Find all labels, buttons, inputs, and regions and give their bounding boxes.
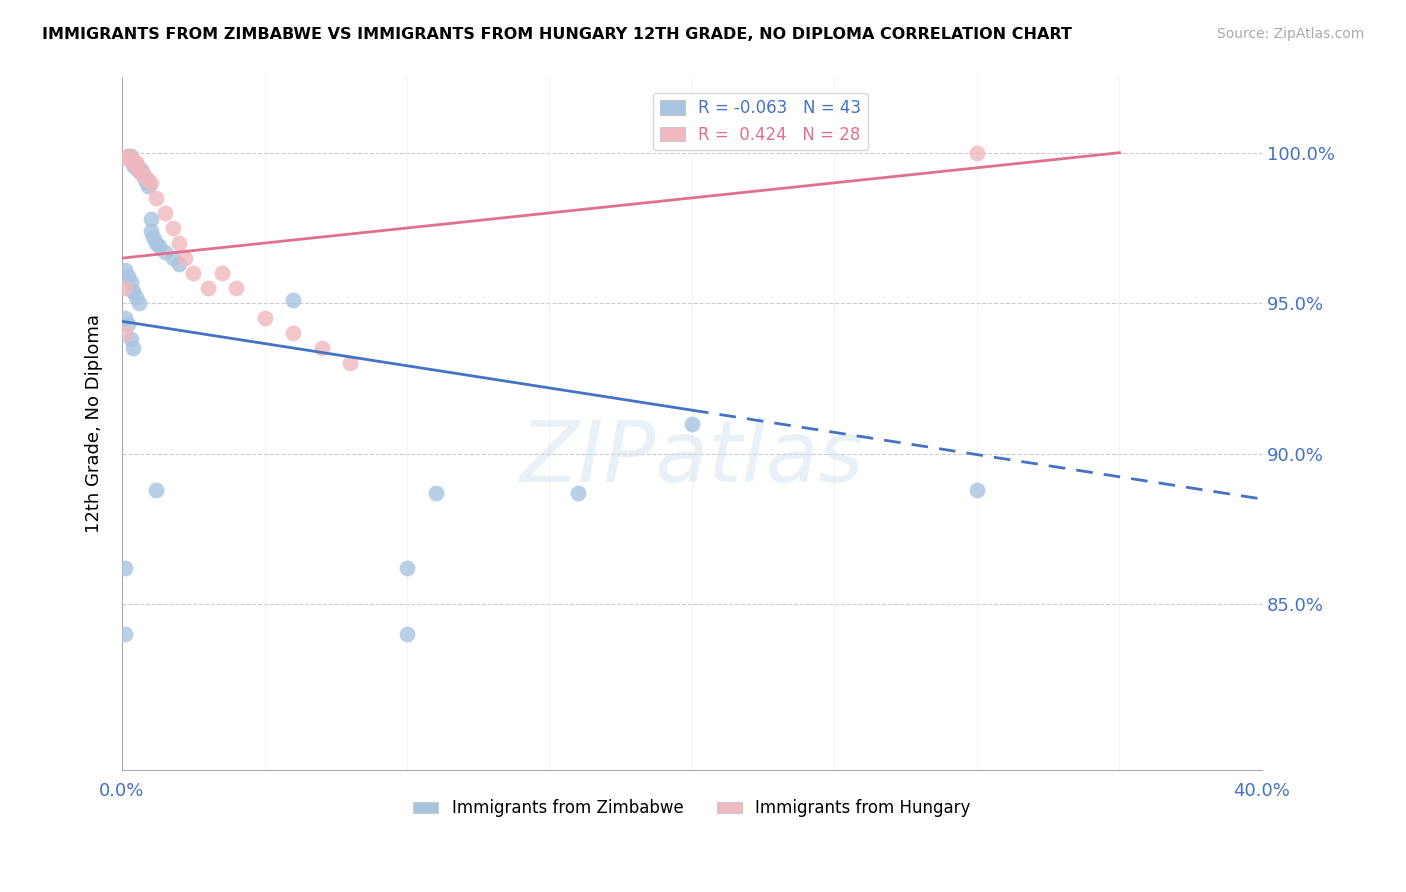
Point [134, 173, 156, 187]
Point [966, 145, 988, 160]
Text: ZIPatlas: ZIPatlas [520, 417, 865, 500]
Text: 0.0%: 0.0% [100, 782, 145, 800]
Point [120, 333, 142, 347]
Point [131, 163, 153, 178]
Point [122, 158, 145, 172]
Point [139, 224, 162, 238]
Point [139, 211, 162, 226]
Point [120, 152, 142, 166]
Legend: Immigrants from Zimbabwe, Immigrants from Hungary: Immigrants from Zimbabwe, Immigrants fro… [406, 793, 977, 824]
Point [117, 318, 139, 332]
Point [153, 206, 176, 220]
Point [966, 483, 988, 497]
Point [122, 342, 145, 356]
Point [128, 161, 150, 175]
Point [128, 161, 150, 175]
Text: Source: ZipAtlas.com: Source: ZipAtlas.com [1216, 27, 1364, 41]
Point [122, 154, 145, 169]
Point [128, 163, 150, 178]
Point [148, 239, 170, 253]
Point [567, 486, 589, 500]
Point [114, 311, 136, 326]
Point [211, 266, 233, 280]
Text: 40.0%: 40.0% [1233, 782, 1291, 800]
Point [225, 281, 247, 295]
Point [339, 357, 361, 371]
Point [122, 154, 145, 169]
Point [128, 163, 150, 178]
Point [145, 483, 167, 497]
Point [117, 269, 139, 284]
Y-axis label: 12th Grade, No Diploma: 12th Grade, No Diploma [86, 314, 103, 533]
Point [142, 230, 165, 244]
Point [114, 263, 136, 277]
Point [120, 275, 142, 289]
Point [162, 221, 184, 235]
Point [128, 296, 150, 310]
Point [114, 561, 136, 575]
Point [167, 257, 190, 271]
Point [311, 342, 333, 356]
Text: IMMIGRANTS FROM ZIMBABWE VS IMMIGRANTS FROM HUNGARY 12TH GRADE, NO DIPLOMA CORRE: IMMIGRANTS FROM ZIMBABWE VS IMMIGRANTS F… [42, 27, 1071, 42]
Point [173, 251, 195, 265]
Point [125, 158, 148, 172]
Point [134, 169, 156, 184]
Point [120, 152, 142, 166]
Point [136, 176, 159, 190]
Point [197, 281, 219, 295]
Point [145, 191, 167, 205]
Point [131, 167, 153, 181]
Point [395, 561, 418, 575]
Point [122, 284, 145, 298]
Point [114, 326, 136, 341]
Point [125, 290, 148, 304]
Point [281, 326, 304, 341]
Point [281, 293, 304, 308]
Point [425, 486, 447, 500]
Point [125, 158, 148, 172]
Point [181, 266, 204, 280]
Point [136, 173, 159, 187]
Point [114, 281, 136, 295]
Point [117, 149, 139, 163]
Point [125, 154, 148, 169]
Point [681, 417, 703, 431]
Point [114, 627, 136, 641]
Point [253, 311, 276, 326]
Point [117, 149, 139, 163]
Point [117, 152, 139, 166]
Point [134, 169, 156, 184]
Point [145, 235, 167, 250]
Point [131, 167, 153, 181]
Point [167, 235, 190, 250]
Point [395, 627, 418, 641]
Point [153, 245, 176, 260]
Point [120, 149, 142, 163]
Point [125, 161, 148, 175]
Point [139, 176, 162, 190]
Point [136, 178, 159, 193]
Point [162, 251, 184, 265]
